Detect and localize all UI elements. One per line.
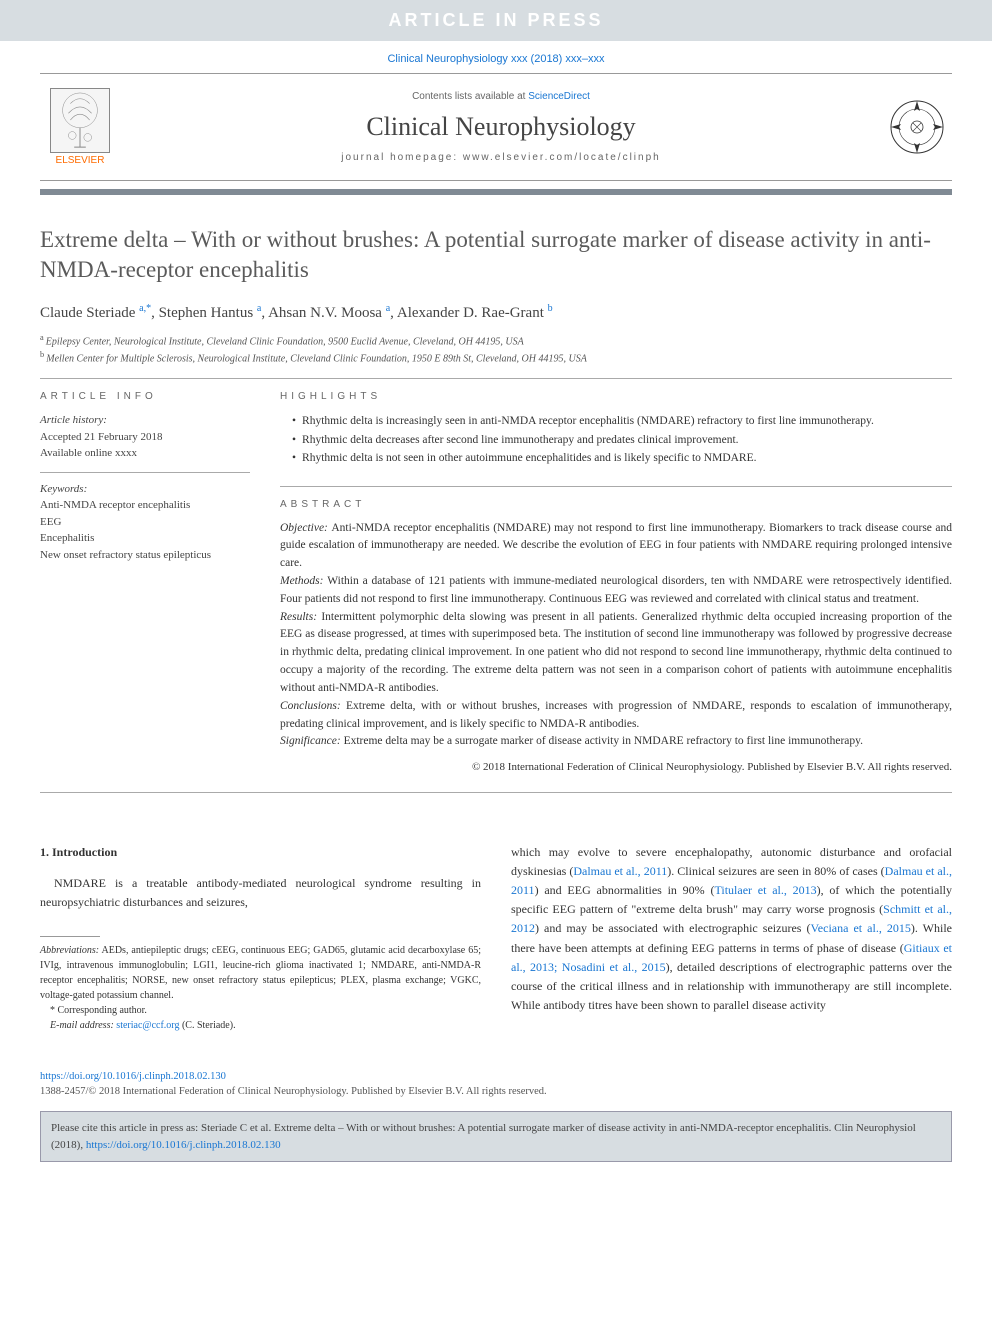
issn-line: 1388-2457/© 2018 International Federatio… [40, 1086, 952, 1097]
author: Stephen Hantus a [159, 305, 262, 321]
keyword: Encephalitis [40, 530, 250, 547]
divider [280, 486, 952, 487]
elsevier-tree-icon [50, 88, 110, 153]
abstract-conclusions: Extreme delta, with or without brushes, … [280, 700, 952, 730]
doi-link[interactable]: https://doi.org/10.1016/j.clinph.2018.02… [40, 1071, 952, 1082]
highlights: Rhythmic delta is increasingly seen in a… [280, 412, 952, 467]
divider [40, 378, 952, 379]
highlight-item: Rhythmic delta decreases after second li… [292, 431, 952, 449]
article-history: Article history: Accepted 21 February 20… [40, 412, 250, 462]
abstract-significance: Extreme delta may be a surrogate marker … [344, 735, 863, 747]
article-title: Extreme delta – With or without brushes:… [40, 225, 952, 285]
keywords-block: Keywords: Anti-NMDA receptor encephaliti… [40, 481, 250, 564]
methods-label: Methods: [280, 575, 327, 587]
keyword: New onset refractory status epilepticus [40, 547, 250, 564]
results-label: Results: [280, 611, 321, 623]
citation-ref[interactable]: Veciana et al., 2015 [810, 921, 910, 935]
email-label: E-mail address: [50, 1020, 114, 1031]
journal-header: ELSEVIER Contents lists available at Sci… [40, 73, 952, 181]
citation-ref[interactable]: Dalmau et al., 2011 [573, 864, 667, 878]
abbrev-text: AEDs, antiepileptic drugs; cEEG, continu… [40, 945, 481, 1001]
email-suffix: (C. Steriade). [182, 1020, 236, 1031]
objective-label: Objective: [280, 522, 331, 534]
divider [40, 472, 250, 473]
journal-cover-icon [882, 92, 952, 162]
divider [40, 792, 952, 793]
author: Ahsan N.V. Moosa a [268, 305, 390, 321]
available-date: Available online xxxx [40, 445, 250, 462]
elsevier-logo: ELSEVIER [40, 82, 120, 172]
abstract-body: Objective: Anti-NMDA receptor encephalit… [280, 520, 952, 752]
affiliation: b Mellen Center for Multiple Sclerosis, … [40, 349, 952, 366]
article-in-press-banner: ARTICLE IN PRESS [0, 0, 992, 41]
footnote-separator [40, 936, 100, 937]
highlights-heading: highlights [280, 391, 952, 402]
affiliations: a Epilepsy Center, Neurological Institut… [40, 332, 952, 367]
contents-prefix: Contents lists available at [412, 91, 528, 102]
keyword: Anti-NMDA receptor encephalitis [40, 497, 250, 514]
citation-ref[interactable]: Gitiaux et al., 2013; Nosadini et al., 2… [511, 941, 952, 974]
intro-paragraph-1: NMDARE is a treatable antibody-mediated … [40, 874, 481, 912]
intro-paragraph-2: which may evolve to severe encephalopath… [511, 843, 952, 1016]
intro-left-column: 1. Introduction NMDARE is a treatable an… [40, 843, 481, 1034]
keyword: EEG [40, 514, 250, 531]
email-link[interactable]: steriac@ccf.org [116, 1020, 179, 1031]
abstract-results: Intermittent polymorphic delta slowing w… [280, 611, 952, 694]
cite-doi-link[interactable]: https://doi.org/10.1016/j.clinph.2018.02… [86, 1139, 281, 1151]
intro-right-column: which may evolve to severe encephalopath… [511, 843, 952, 1034]
journal-reference: Clinical Neurophysiology xxx (2018) xxx–… [0, 41, 992, 73]
copyright-line: © 2018 International Federation of Clini… [280, 759, 952, 776]
abbrev-label: Abbreviations: [40, 945, 99, 956]
authors-line: Claude Steriade a,*, Stephen Hantus a, A… [40, 303, 952, 322]
elsevier-label: ELSEVIER [56, 155, 105, 166]
footnotes: Abbreviations: AEDs, antiepileptic drugs… [40, 943, 481, 1033]
journal-name: Clinical Neurophysiology [120, 112, 882, 142]
keywords-label: Keywords: [40, 481, 250, 498]
significance-label: Significance: [280, 735, 344, 747]
highlight-item: Rhythmic delta is not seen in other auto… [292, 449, 952, 467]
abstract-heading: abstract [280, 499, 952, 510]
corresponding-author: * Corresponding author. [40, 1003, 481, 1018]
homepage-line: journal homepage: www.elsevier.com/locat… [120, 152, 882, 163]
abstract-methods: Within a database of 121 patients with i… [280, 575, 952, 605]
accepted-date: Accepted 21 February 2018 [40, 429, 250, 446]
sciencedirect-link[interactable]: ScienceDirect [528, 91, 590, 102]
citation-ref[interactable]: Titulaer et al., 2013 [714, 883, 816, 897]
highlight-item: Rhythmic delta is increasingly seen in a… [292, 412, 952, 430]
citation-box: Please cite this article in press as: St… [40, 1111, 952, 1162]
affiliation: a Epilepsy Center, Neurological Institut… [40, 332, 952, 349]
contents-line: Contents lists available at ScienceDirec… [120, 91, 882, 102]
conclusions-label: Conclusions: [280, 700, 346, 712]
history-label: Article history: [40, 412, 250, 429]
author: Claude Steriade a,* [40, 305, 151, 321]
abstract-objective: Anti-NMDA receptor encephalitis (NMDARE)… [280, 522, 952, 570]
author: Alexander D. Rae-Grant b [397, 305, 553, 321]
intro-heading: 1. Introduction [40, 843, 481, 862]
article-info-heading: article info [40, 391, 250, 402]
